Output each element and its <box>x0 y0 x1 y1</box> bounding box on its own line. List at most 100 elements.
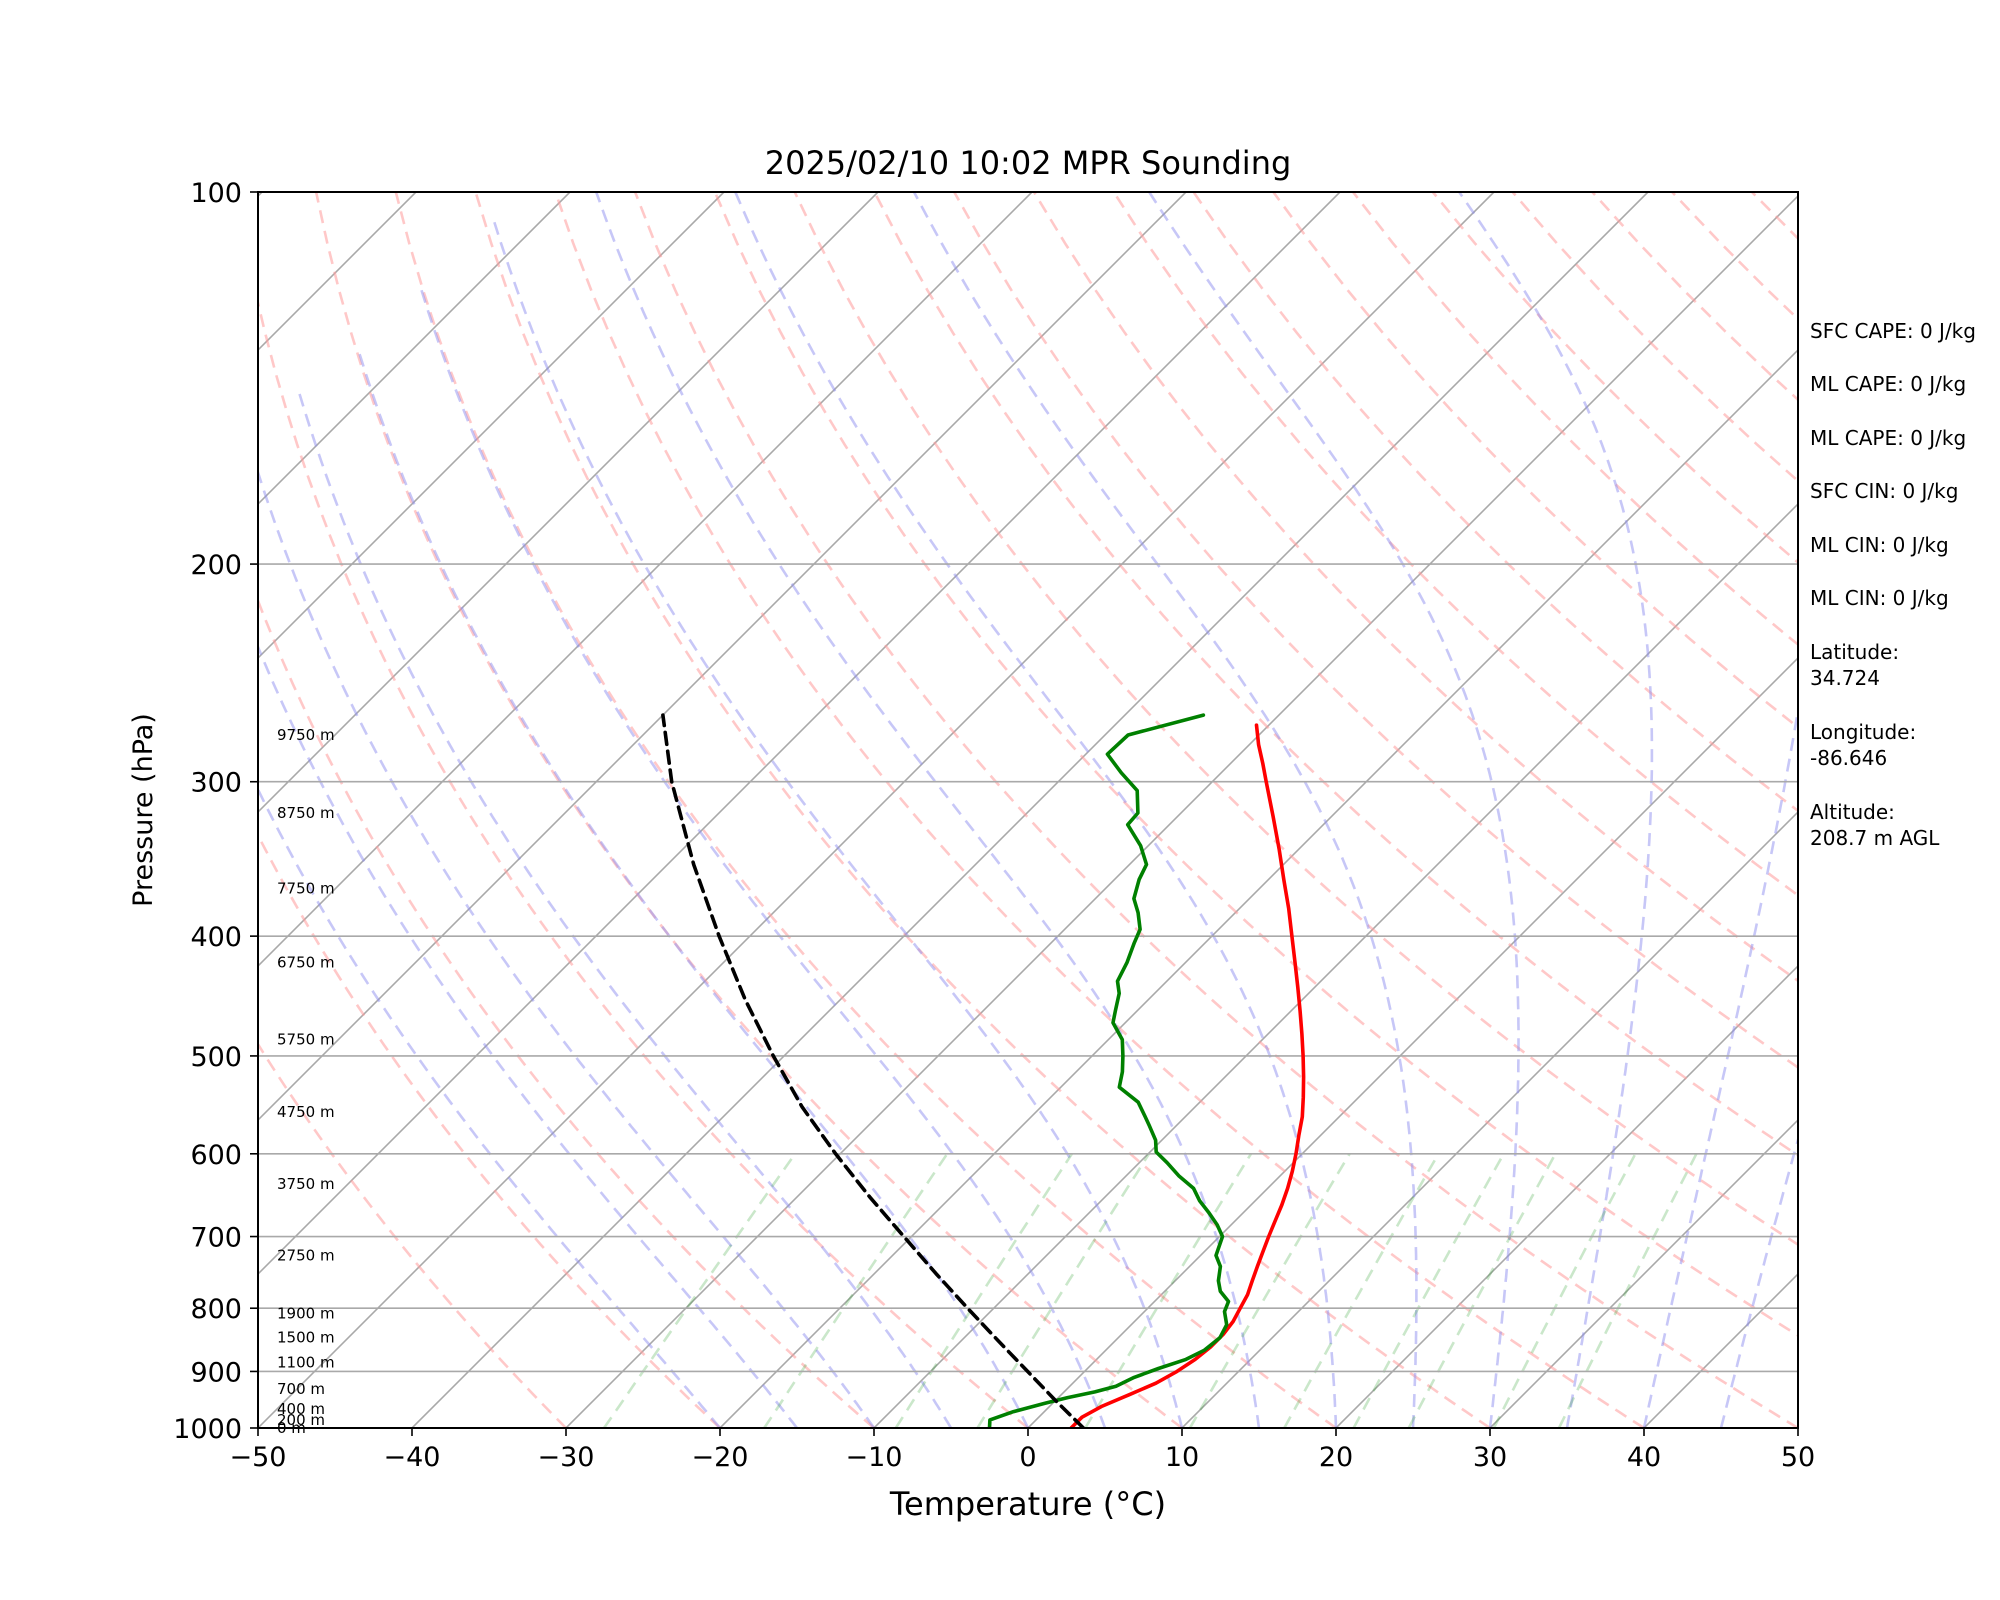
height-label: 6750 m <box>277 953 335 971</box>
mixing-ratio-line <box>763 1153 949 1428</box>
latitude-text: Latitude: 34.724 <box>1810 640 1900 690</box>
y-tick-label: 200 <box>190 550 242 581</box>
y-tick-label: 1000 <box>173 1414 242 1445</box>
x-axis-ticks: −50 −40 −30 −20 −10 0 10 20 30 40 50 <box>230 1428 1815 1473</box>
height-label: 400 m <box>277 1400 325 1418</box>
x-tick-label: −20 <box>692 1442 749 1473</box>
moist-adiabat-line <box>1719 1134 1798 1428</box>
dry-adiabat-line <box>314 192 1183 1428</box>
dry-adiabat-line <box>258 832 721 1428</box>
mixing-ratio-line <box>1084 1153 1253 1428</box>
y-axis-label: Pressure (hPa) <box>128 713 159 907</box>
height-label: 1500 m <box>277 1329 335 1347</box>
dry-adiabat-line <box>474 192 1491 1428</box>
sounding-series <box>661 713 1306 1428</box>
chart-title: 2025/02/10 10:02 MPR Sounding <box>765 144 1292 182</box>
altitude-text: Altitude: 208.7 m AGL <box>1810 800 1940 850</box>
x-tick-label: 50 <box>1781 1442 1815 1473</box>
height-label: 5750 m <box>277 1031 335 1049</box>
isotherm-line <box>258 192 1341 1276</box>
x-tick-label: −10 <box>846 1442 903 1473</box>
height-label: 4750 m <box>277 1103 335 1121</box>
moist-adiabat-line <box>734 192 1338 1428</box>
ml-cape-text-2: ML CAPE: 0 J/kg <box>1810 426 1967 450</box>
sfc-cin-text: SFC CIN: 0 J/kg <box>1810 479 1959 503</box>
y-tick-label: 900 <box>190 1357 242 1388</box>
y-tick-label: 600 <box>190 1140 242 1171</box>
dry-adiabat-line <box>258 297 1029 1428</box>
isotherm-line <box>258 192 571 506</box>
mixing-ratio-line <box>1557 1153 1698 1428</box>
x-tick-label: 40 <box>1627 1442 1661 1473</box>
y-axis-ticks: 100 200 300 400 500 600 700 800 900 1000 <box>173 178 258 1445</box>
isotherm-line <box>258 192 1495 1428</box>
x-tick-label: −40 <box>384 1442 441 1473</box>
isotherm-line <box>1489 1118 1798 1428</box>
height-label: 200 m <box>277 1411 325 1429</box>
dry-adiabat-line <box>258 597 875 1428</box>
isotherm-line <box>1335 964 1798 1428</box>
pressure-gridlines <box>258 191 1798 1429</box>
mixing-ratio-line <box>894 1153 1073 1428</box>
moist-adiabat-line <box>1458 192 1654 1428</box>
moist-adiabat-line <box>258 643 799 1428</box>
plot-frame <box>257 191 1799 1429</box>
moist-adiabat-line <box>1148 192 1520 1428</box>
dry-adiabat-line <box>713 192 1798 1338</box>
mixing-ratio-line <box>602 1153 797 1428</box>
y-tick-label: 300 <box>190 768 242 799</box>
moist-adiabat-line <box>912 192 1418 1428</box>
height-label: 7750 m <box>277 879 335 897</box>
isotherm-line <box>1181 810 1798 1428</box>
height-label: 3750 m <box>277 1175 335 1193</box>
temperature-line <box>1069 723 1306 1428</box>
height-label: 1900 m <box>277 1305 335 1323</box>
moist-adiabat-line <box>258 786 722 1428</box>
height-label: 8750 m <box>277 804 335 822</box>
x-tick-label: 30 <box>1473 1442 1507 1473</box>
ml-cape-text: ML CAPE: 0 J/kg <box>1810 372 1967 396</box>
isotherm-line <box>873 502 1798 1428</box>
dry-adiabat-line <box>793 192 1798 1247</box>
height-label: 700 m <box>277 1380 325 1398</box>
y-tick-label: 500 <box>190 1042 242 1073</box>
dewpoint-line <box>987 713 1231 1428</box>
dry-adiabat-line <box>394 192 1337 1428</box>
x-tick-label: −50 <box>230 1442 287 1473</box>
isotherm-line <box>719 348 1798 1428</box>
isotherm-line <box>565 194 1798 1428</box>
height-label: 2750 m <box>277 1246 335 1264</box>
isotherm-line <box>0 192 108 1428</box>
mixing-ratio-line <box>1492 1153 1637 1428</box>
height-label: 1100 m <box>277 1353 335 1371</box>
isotherm-line <box>1027 656 1798 1428</box>
x-axis-label: Temperature (°C) <box>889 1485 1166 1523</box>
isotherm-line <box>258 192 1187 1122</box>
moist-adiabat-line <box>491 217 1184 1428</box>
mixing-ratio-line <box>976 1153 1151 1428</box>
isotherm-line <box>411 192 1649 1428</box>
x-tick-label: 10 <box>1165 1442 1199 1473</box>
moist-adiabat-line <box>1642 192 1798 1428</box>
longitude-text: Longitude: -86.646 <box>1810 720 1917 770</box>
isotherm-line <box>258 192 879 814</box>
dry-adiabat-line <box>554 192 1645 1428</box>
mixing-ratio-line <box>1407 1153 1557 1428</box>
isotherm-line <box>258 192 725 660</box>
x-tick-label: 0 <box>1019 1442 1036 1473</box>
moist-adiabat-line <box>594 192 1261 1428</box>
x-tick-label: −30 <box>538 1442 595 1473</box>
sfc-cape-text: SFC CAPE: 0 J/kg <box>1810 319 1976 343</box>
ml-cin-text-2: ML CIN: 0 J/kg <box>1810 586 1949 610</box>
parcel_path-line <box>661 713 1086 1428</box>
ml-cin-text: ML CIN: 0 J/kg <box>1810 533 1949 557</box>
y-tick-label: 700 <box>190 1223 242 1254</box>
y-tick-label: 100 <box>190 178 242 209</box>
height-label: 9750 m <box>277 726 335 744</box>
isotherm-line <box>258 192 1033 968</box>
moist-adiabat-line <box>358 352 1030 1428</box>
moist-adiabat-line <box>420 289 1107 1428</box>
y-tick-label: 400 <box>190 922 242 953</box>
